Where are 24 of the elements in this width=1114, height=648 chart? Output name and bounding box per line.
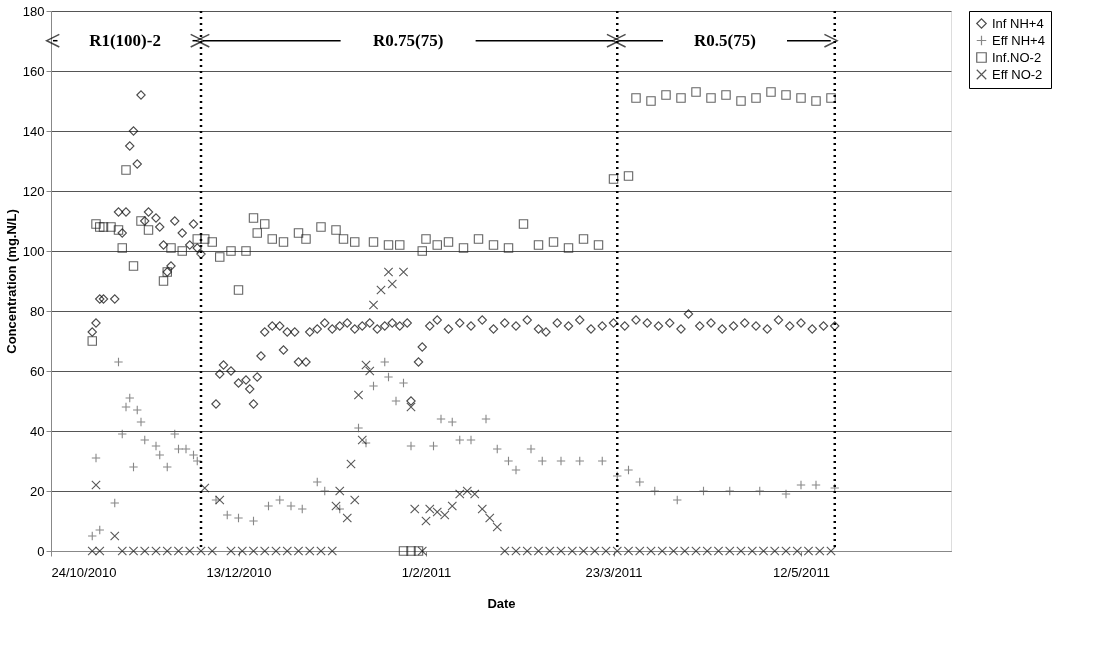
y-tick-label: 0	[37, 543, 45, 559]
legend-label: Inf.NO-2	[992, 49, 1042, 65]
legend-label: Eff NO-2	[992, 66, 1043, 82]
annotation: R1(100)-2	[89, 30, 161, 50]
x-tick-label: 12/5/2011	[773, 564, 830, 580]
x-tick-label: 23/3/2011	[585, 564, 643, 580]
y-tick-label: 160	[22, 63, 45, 79]
x-axis-title: Date	[487, 595, 516, 611]
x-tick-label: 24/10/2010	[51, 564, 117, 580]
annotation: R0.5(75)	[694, 30, 756, 50]
y-tick-label: 20	[30, 483, 45, 499]
y-tick-label: 120	[22, 183, 45, 199]
x-tick-label: 1/2/2011	[401, 564, 452, 580]
y-tick-label: 40	[30, 423, 45, 439]
y-axis-title: Concentration (mg.N/L)	[3, 209, 19, 354]
y-tick-label: 100	[22, 243, 45, 259]
y-tick-label: 60	[30, 363, 45, 379]
annotation: R0.75(75)	[372, 30, 444, 50]
y-tick-label: 180	[22, 3, 45, 19]
y-tick-label: 140	[22, 123, 45, 139]
y-tick-label: 80	[30, 303, 45, 319]
x-tick-label: 13/12/2010	[206, 564, 272, 580]
legend-label: Eff NH+4	[992, 32, 1045, 48]
legend-label: Inf NH+4	[992, 15, 1044, 31]
